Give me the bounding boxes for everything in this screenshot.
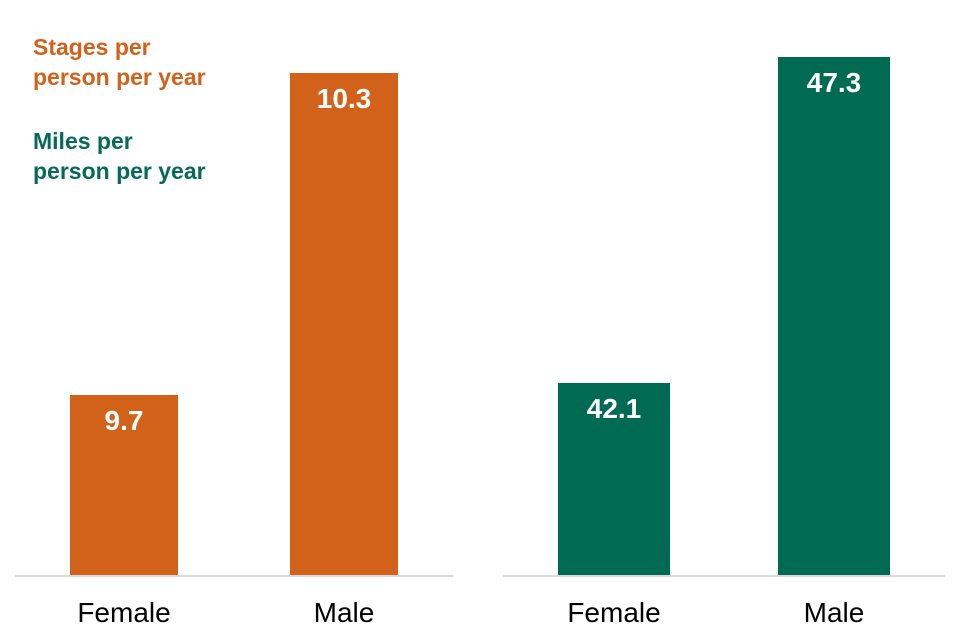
bar-value-miles-male: 47.3 — [806, 67, 862, 98]
bar-value-miles-female: 42.1 — [586, 393, 642, 424]
category-label-miles-male: Male — [803, 597, 865, 628]
category-label-stages-female: Female — [77, 597, 171, 628]
bar-stages-male: 10.3 — [290, 73, 398, 575]
legend-stages-line1: Stages per — [33, 34, 151, 60]
legend-miles-line1: Miles per — [33, 128, 133, 154]
legend-stages-line2: person per year — [33, 64, 206, 90]
x-axis-stages — [15, 575, 453, 577]
bar-value-stages-female: 9.7 — [104, 405, 144, 436]
legend-miles-line2: person per year — [33, 158, 206, 184]
bar-miles-female: 42.1 — [558, 383, 670, 575]
category-label-stages-male: Male — [313, 597, 375, 628]
bar-miles-male: 47.3 — [778, 57, 890, 575]
x-axis-miles — [503, 575, 945, 577]
legend-miles: Miles per person per year — [33, 126, 206, 186]
bar-stages-female: 9.7 — [70, 395, 178, 575]
bar-value-stages-male: 10.3 — [316, 83, 372, 114]
category-label-miles-female: Female — [567, 597, 661, 628]
legend-stages: Stages per person per year — [33, 32, 206, 92]
